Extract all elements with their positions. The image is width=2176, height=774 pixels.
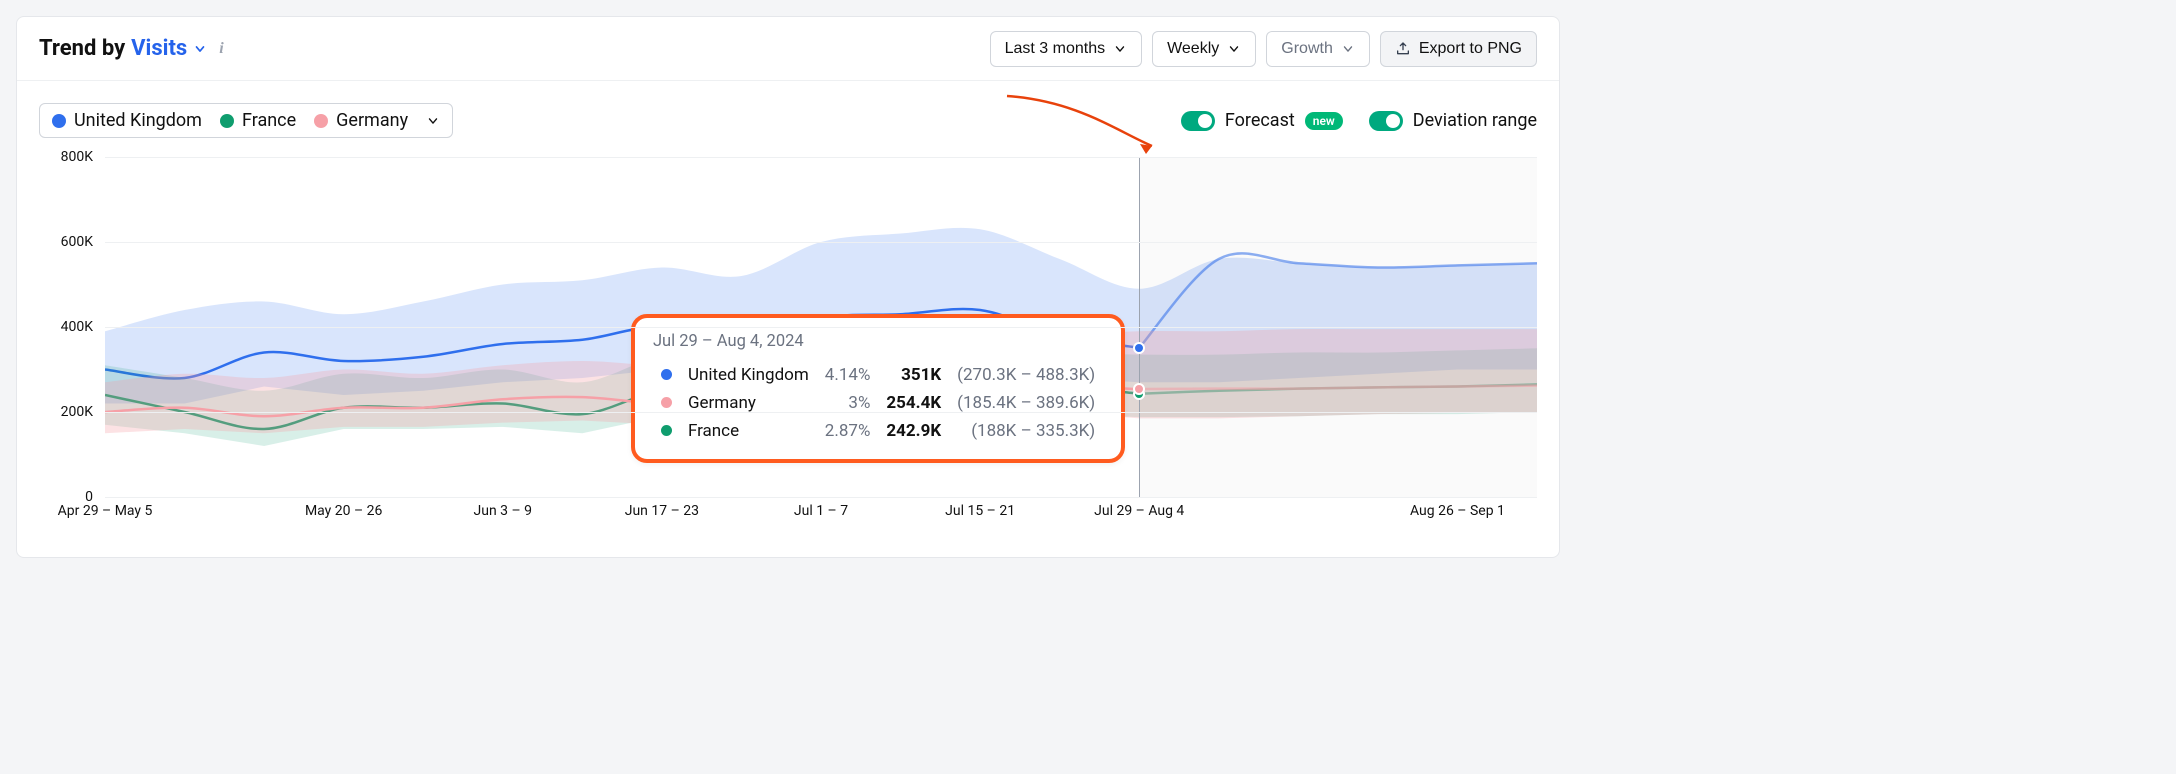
gridline xyxy=(105,157,1537,158)
forecast-toggle[interactable]: Forecast new xyxy=(1181,110,1343,131)
legend-label: Germany xyxy=(336,110,408,131)
y-tick-label: 600K xyxy=(61,234,93,250)
mode-dropdown[interactable]: Growth xyxy=(1266,31,1370,67)
chart-toolbar: United Kingdom France Germany Forecast new… xyxy=(39,103,1537,138)
legend-dot-icon xyxy=(52,114,66,128)
legend-dot-icon xyxy=(220,114,234,128)
x-tick-label: May 20 – 26 xyxy=(305,503,382,519)
export-button[interactable]: Export to PNG xyxy=(1380,31,1537,67)
tooltip-table: United Kingdom4.14%351K(270.3K – 488.3K)… xyxy=(653,361,1103,445)
x-tick-label: Jul 15 – 21 xyxy=(945,503,1015,519)
deviation-label: Deviation range xyxy=(1413,110,1537,131)
granularity-dropdown[interactable]: Weekly xyxy=(1152,31,1256,67)
y-tick-label: 400K xyxy=(61,319,93,335)
trend-card: Trend by Visits i Last 3 months Weekly G… xyxy=(16,16,1560,558)
card-header: Trend by Visits i Last 3 months Weekly G… xyxy=(17,17,1559,81)
export-icon xyxy=(1395,41,1411,57)
chevron-down-icon xyxy=(1341,42,1355,56)
date-range-dropdown[interactable]: Last 3 months xyxy=(990,31,1143,67)
legend-dot-icon xyxy=(314,114,328,128)
forecast-label: Forecast xyxy=(1225,110,1295,131)
chevron-down-icon xyxy=(1227,42,1241,56)
y-tick-label: 200K xyxy=(61,404,93,420)
legend-item[interactable]: France xyxy=(220,110,296,131)
tooltip-row: Germany3%254.4K(185.4K – 389.6K) xyxy=(653,389,1103,417)
legend-label: France xyxy=(242,110,296,131)
tooltip-date: Jul 29 – Aug 4, 2024 xyxy=(653,332,1103,351)
gridline xyxy=(105,412,1537,413)
toggle-switch-icon xyxy=(1369,111,1403,131)
tooltip-row: United Kingdom4.14%351K(270.3K – 488.3K) xyxy=(653,361,1103,389)
x-axis: Apr 29 – May 5May 20 – 26Jun 3 – 9Jun 17… xyxy=(105,497,1537,537)
info-icon[interactable]: i xyxy=(219,40,223,58)
chevron-down-icon xyxy=(426,114,440,128)
title-prefix: Trend by xyxy=(39,36,125,61)
x-tick-label: Apr 29 – May 5 xyxy=(58,503,153,519)
x-tick-label: Jul 29 – Aug 4 xyxy=(1094,503,1184,519)
deviation-toggle[interactable]: Deviation range xyxy=(1369,110,1537,131)
toggle-switch-icon xyxy=(1181,111,1215,131)
chart-tooltip: Jul 29 – Aug 4, 2024 United Kingdom4.14%… xyxy=(631,314,1125,463)
legend-item[interactable]: United Kingdom xyxy=(52,110,202,131)
x-tick-label: Jun 17 – 23 xyxy=(625,503,699,519)
gridline xyxy=(105,242,1537,243)
y-axis: 0200K400K600K800K xyxy=(39,157,99,497)
export-label: Export to PNG xyxy=(1419,40,1522,58)
legend-item[interactable]: Germany xyxy=(314,110,408,131)
new-badge: new xyxy=(1305,112,1343,130)
hover-point xyxy=(1133,342,1145,354)
metric-label: Visits xyxy=(131,36,187,61)
legend-label: United Kingdom xyxy=(74,110,202,131)
granularity-label: Weekly xyxy=(1167,40,1219,58)
y-tick-label: 800K xyxy=(61,149,93,165)
x-tick-label: Jun 3 – 9 xyxy=(474,503,533,519)
mode-label: Growth xyxy=(1281,40,1333,58)
chevron-down-icon xyxy=(1113,42,1127,56)
x-tick-label: Jul 1 – 7 xyxy=(794,503,848,519)
gridline xyxy=(105,327,1537,328)
tooltip-row: France2.87%242.9K(188K – 335.3K) xyxy=(653,417,1103,445)
hover-point xyxy=(1133,383,1145,395)
gridline xyxy=(105,497,1537,498)
date-range-label: Last 3 months xyxy=(1005,40,1106,58)
header-controls: Last 3 months Weekly Growth Export to PN… xyxy=(990,31,1537,67)
card-title: Trend by Visits i xyxy=(39,36,224,61)
toggle-group: Forecast new Deviation range xyxy=(1181,110,1537,131)
chart-area: 0200K400K600K800K Jul 29 – Aug 4, 2024 U… xyxy=(39,157,1537,537)
chevron-down-icon xyxy=(193,42,207,56)
x-tick-label: Aug 26 – Sep 1 xyxy=(1410,503,1505,519)
metric-dropdown[interactable]: Visits xyxy=(131,36,207,61)
series-legend[interactable]: United Kingdom France Germany xyxy=(39,103,453,138)
